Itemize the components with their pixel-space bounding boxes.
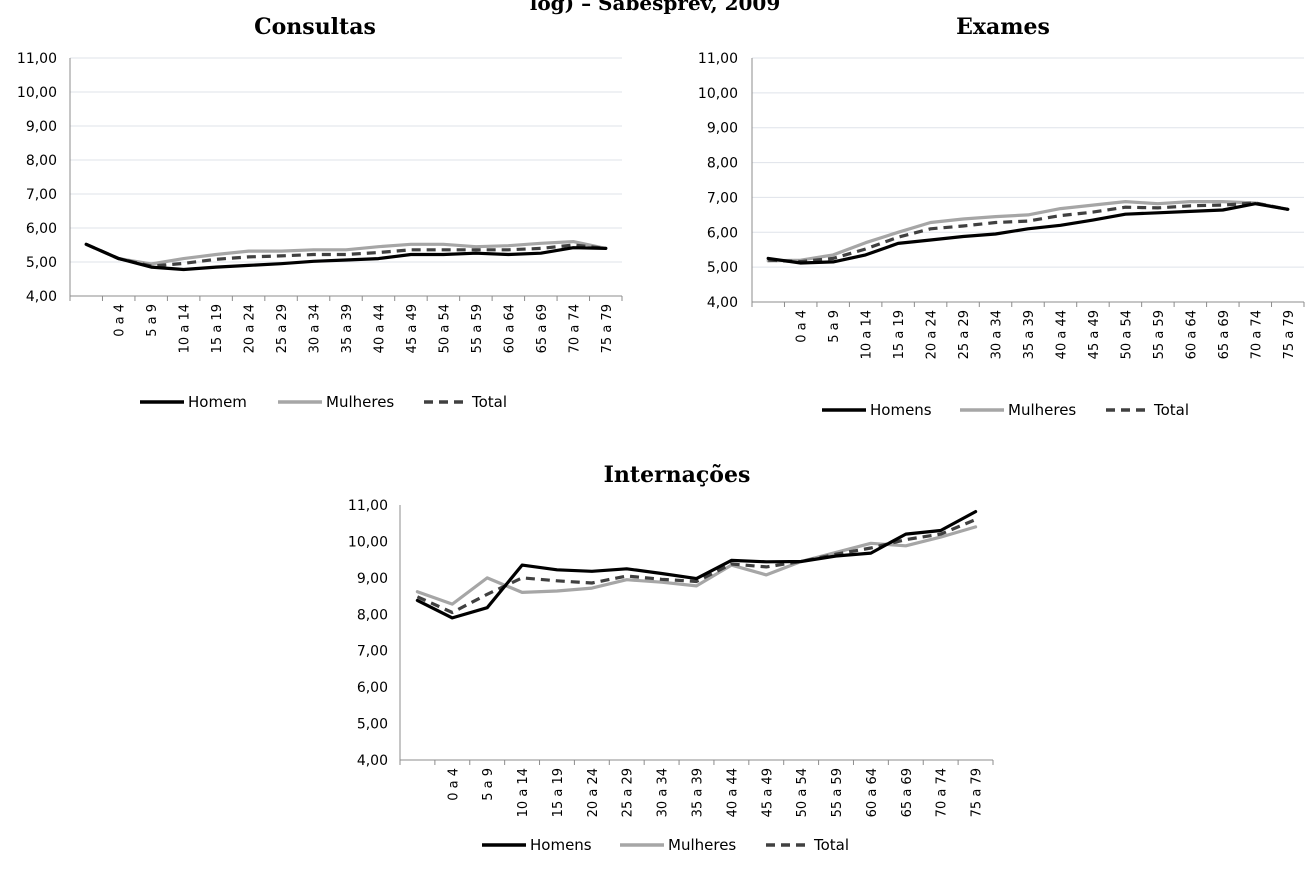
- x-tick-label: 55 a 59: [470, 304, 485, 353]
- x-tick-label: 60 a 64: [1184, 310, 1199, 359]
- y-tick-label: 10,00: [698, 86, 738, 102]
- y-tick-label: 5,00: [707, 260, 738, 276]
- x-tick-label: 70 a 74: [567, 304, 582, 353]
- x-tick-label: 75 a 79: [970, 768, 985, 817]
- x-tick-label: 15 a 19: [210, 304, 225, 353]
- x-tick-label: 70 a 74: [935, 768, 950, 817]
- x-tick-label: 10 a 14: [516, 768, 531, 817]
- x-tick-label: 10 a 14: [860, 310, 875, 359]
- x-tick-label: 50 a 54: [437, 304, 452, 353]
- x-tick-label: 20 a 24: [243, 304, 258, 353]
- x-tick-label: 65 a 69: [900, 768, 915, 817]
- series-line-homens: [415, 510, 978, 620]
- x-tick-label: 15 a 19: [551, 768, 566, 817]
- y-tick-label: 10,00: [17, 85, 57, 101]
- x-tick-label: 45 a 49: [760, 768, 775, 817]
- series-line-mulheres: [84, 240, 608, 266]
- x-tick-label: 50 a 54: [795, 768, 810, 817]
- legend-label-total: Total: [813, 836, 849, 854]
- y-tick-label: 8,00: [707, 156, 738, 172]
- chart-exames: Exames 4,00 5,00 6,00 7,00 8,00 9,00 10,00 11,00…: [698, 14, 1305, 419]
- x-tick-label: 45 a 49: [405, 304, 420, 353]
- y-tick-label: 6,00: [707, 225, 738, 241]
- series-line-homem: [84, 242, 608, 272]
- x-tick-label: 5 a 9: [481, 768, 496, 801]
- x-tick-label: 60 a 64: [502, 304, 517, 353]
- x-tick-label: 75 a 79: [600, 304, 615, 353]
- legend-label-mulheres: Mulheres: [1008, 401, 1076, 419]
- chart-consultas: Consultas 4,00 5,00 6,00 7,00 8,00 9,00 10,00 11…: [17, 14, 623, 411]
- x-tick-label: 40 a 44: [372, 304, 387, 353]
- x-tick-label: 0 a 4: [795, 310, 810, 343]
- legend-label-mulheres: Mulheres: [326, 393, 394, 411]
- x-tick-label: 65 a 69: [535, 304, 550, 353]
- legend-label-mulheres: Mulheres: [668, 836, 736, 854]
- legend-label-homem: Homem: [188, 393, 247, 411]
- series-line-mulheres: [766, 200, 1290, 263]
- x-tick-label: 25 a 29: [957, 310, 972, 359]
- x-tick-label: 55 a 59: [1152, 310, 1167, 359]
- x-tick-label: 25 a 29: [275, 304, 290, 353]
- y-tick-label: 6,00: [26, 221, 57, 237]
- x-tick-label: 40 a 44: [725, 768, 740, 817]
- x-tick-label: 20 a 24: [586, 768, 601, 817]
- y-tick-label: 4,00: [26, 289, 57, 305]
- series-line-total: [85, 242, 606, 268]
- x-tick-label: 70 a 74: [1249, 310, 1264, 359]
- series-line-total: [768, 201, 1289, 264]
- x-tick-label: 65 a 69: [1217, 310, 1232, 359]
- legend-label-homens: Homens: [530, 836, 592, 854]
- y-tick-label: 10,00: [348, 534, 388, 550]
- y-tick-label: 11,00: [17, 51, 57, 67]
- chart-internacoes: Internações 4,00 5,00 6,00 7,00 8,00 9,00 10,00…: [348, 462, 994, 854]
- y-tick-label: 7,00: [357, 644, 388, 660]
- x-tick-label: 35 a 39: [691, 768, 706, 817]
- x-tick-label: 75 a 79: [1282, 310, 1297, 359]
- legend-label-homens: Homens: [870, 401, 932, 419]
- x-tick-label: 60 a 64: [865, 768, 880, 817]
- x-tick-label: 5 a 9: [827, 310, 842, 343]
- x-tick-label: 40 a 44: [1054, 310, 1069, 359]
- chart-title: Exames: [956, 14, 1050, 40]
- legend-label-total: Total: [1153, 401, 1189, 419]
- y-tick-label: 4,00: [357, 753, 388, 769]
- x-tick-label: 10 a 14: [178, 304, 193, 353]
- chart-title: Internações: [604, 462, 751, 488]
- y-tick-label: 7,00: [707, 190, 738, 206]
- x-tick-label: 20 a 24: [925, 310, 940, 359]
- x-tick-label: 35 a 39: [1022, 310, 1037, 359]
- figure-top-title: log) – Sabesprev, 2009: [530, 0, 781, 15]
- y-tick-label: 4,00: [707, 295, 738, 311]
- y-tick-label: 8,00: [357, 607, 388, 623]
- x-tick-label: 15 a 19: [892, 310, 907, 359]
- y-tick-label: 9,00: [357, 571, 388, 587]
- x-tick-label: 55 a 59: [830, 768, 845, 817]
- y-tick-label: 11,00: [698, 51, 738, 67]
- y-tick-label: 9,00: [26, 119, 57, 135]
- chart-title: Consultas: [254, 14, 376, 40]
- x-tick-label: 45 a 49: [1087, 310, 1102, 359]
- legend-label-total: Total: [471, 393, 507, 411]
- series-line-homens: [766, 202, 1290, 265]
- series-line-total: [416, 518, 977, 615]
- y-tick-label: 8,00: [26, 153, 57, 169]
- y-tick-label: 9,00: [707, 121, 738, 137]
- x-tick-label: 30 a 34: [990, 310, 1005, 359]
- x-tick-label: 35 a 39: [340, 304, 355, 353]
- x-tick-label: 5 a 9: [145, 304, 160, 337]
- y-tick-label: 5,00: [357, 717, 388, 733]
- x-tick-label: 30 a 34: [656, 768, 671, 817]
- y-tick-label: 7,00: [26, 187, 57, 203]
- y-tick-label: 5,00: [26, 255, 57, 271]
- x-tick-label: 50 a 54: [1119, 310, 1134, 359]
- x-tick-label: 0 a 4: [113, 304, 128, 337]
- y-tick-label: 6,00: [357, 680, 388, 696]
- x-tick-label: 25 a 29: [621, 768, 636, 817]
- x-tick-label: 30 a 34: [308, 304, 323, 353]
- y-tick-label: 11,00: [348, 498, 388, 514]
- x-tick-label: 0 a 4: [446, 768, 461, 801]
